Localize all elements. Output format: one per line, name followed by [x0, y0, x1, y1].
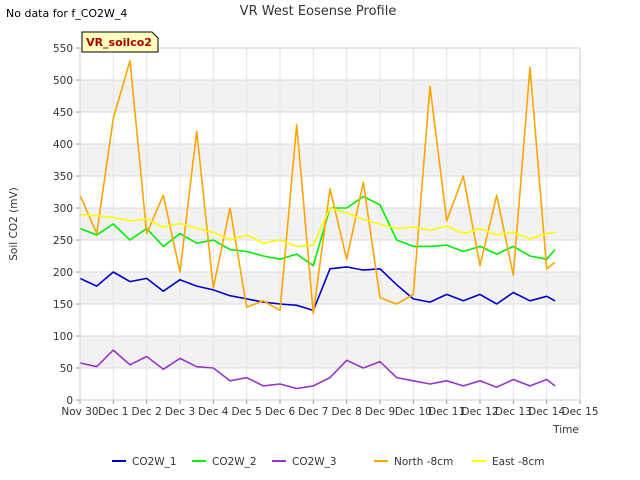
x-tick-label: Dec 14 — [528, 406, 565, 418]
chart-title: VR West Eosense Profile — [240, 4, 397, 19]
y-tick-label: 350 — [53, 171, 73, 183]
y-axis-label: Soil CO2 (mV) — [8, 187, 20, 260]
plot-band — [80, 240, 580, 272]
plot-band — [80, 80, 580, 112]
y-tick-label: 50 — [60, 363, 73, 375]
series-line-east-8cm — [79, 207, 556, 248]
legend-label: North -8cm — [394, 456, 453, 468]
y-tick-label: 0 — [66, 395, 73, 407]
x-tick-label: Nov 30 — [61, 406, 98, 418]
y-tick-label: 100 — [53, 331, 73, 343]
legend-label: CO2W_2 — [212, 456, 257, 468]
x-tick-label: Dec 12 — [461, 406, 498, 418]
x-tick-label: Dec 6 — [265, 406, 296, 418]
plot-background — [80, 48, 580, 400]
plot-frame — [79, 47, 581, 401]
plot-band — [80, 336, 580, 368]
legend-label: CO2W_3 — [292, 456, 337, 468]
series-line-co2w-3 — [79, 349, 556, 390]
legend: CO2W_1 CO2W_2 CO2W_3 North -8cm East -8cm — [112, 456, 544, 468]
y-tick-label: 250 — [53, 235, 73, 247]
y-tick-label: 450 — [53, 107, 73, 119]
series-line-co2w-2 — [79, 195, 556, 267]
legend-label: East -8cm — [492, 456, 544, 468]
no-data-note: No data for f_CO2W_4 — [6, 7, 128, 20]
site-badge: VR_soilco2 — [81, 31, 159, 53]
x-tick-label: Dec 3 — [165, 406, 195, 418]
y-tick-label: 300 — [53, 203, 73, 215]
plot-band — [80, 112, 580, 144]
x-tick-label: Dec 2 — [131, 406, 161, 418]
y-tick-label: 550 — [53, 43, 73, 55]
plot-band — [80, 304, 580, 336]
site-badge-label: VR_soilco2 — [86, 36, 152, 49]
x-tick-label: Dec 7 — [298, 406, 328, 418]
series-lines — [79, 59, 556, 390]
plot-band — [80, 272, 580, 304]
series-line-north-8cm — [79, 59, 556, 315]
x-tick-label: Dec 5 — [231, 406, 261, 418]
x-tick-label: Dec 8 — [331, 406, 361, 418]
x-tick-label: Dec 13 — [495, 406, 532, 418]
x-axis-label: Time — [552, 424, 579, 436]
y-tick-label: 500 — [53, 75, 73, 87]
y-tick-label: 150 — [53, 299, 73, 311]
x-tick-label: Dec 4 — [198, 406, 229, 418]
x-tick-label: Dec 1 — [98, 406, 128, 418]
series-line-co2w-1 — [79, 266, 556, 312]
x-tick-label: Dec 10 — [395, 406, 432, 418]
y-tick-label: 400 — [53, 139, 73, 151]
x-tick-label: Dec 11 — [428, 406, 465, 418]
legend-label: CO2W_1 — [132, 456, 177, 468]
plot-band — [80, 48, 580, 80]
plot-band — [80, 368, 580, 400]
x-tick-label: Dec 15 — [561, 406, 598, 418]
plot-band — [80, 144, 580, 176]
x-tick-label: Dec 9 — [365, 406, 395, 418]
y-tick-label: 200 — [53, 267, 73, 279]
